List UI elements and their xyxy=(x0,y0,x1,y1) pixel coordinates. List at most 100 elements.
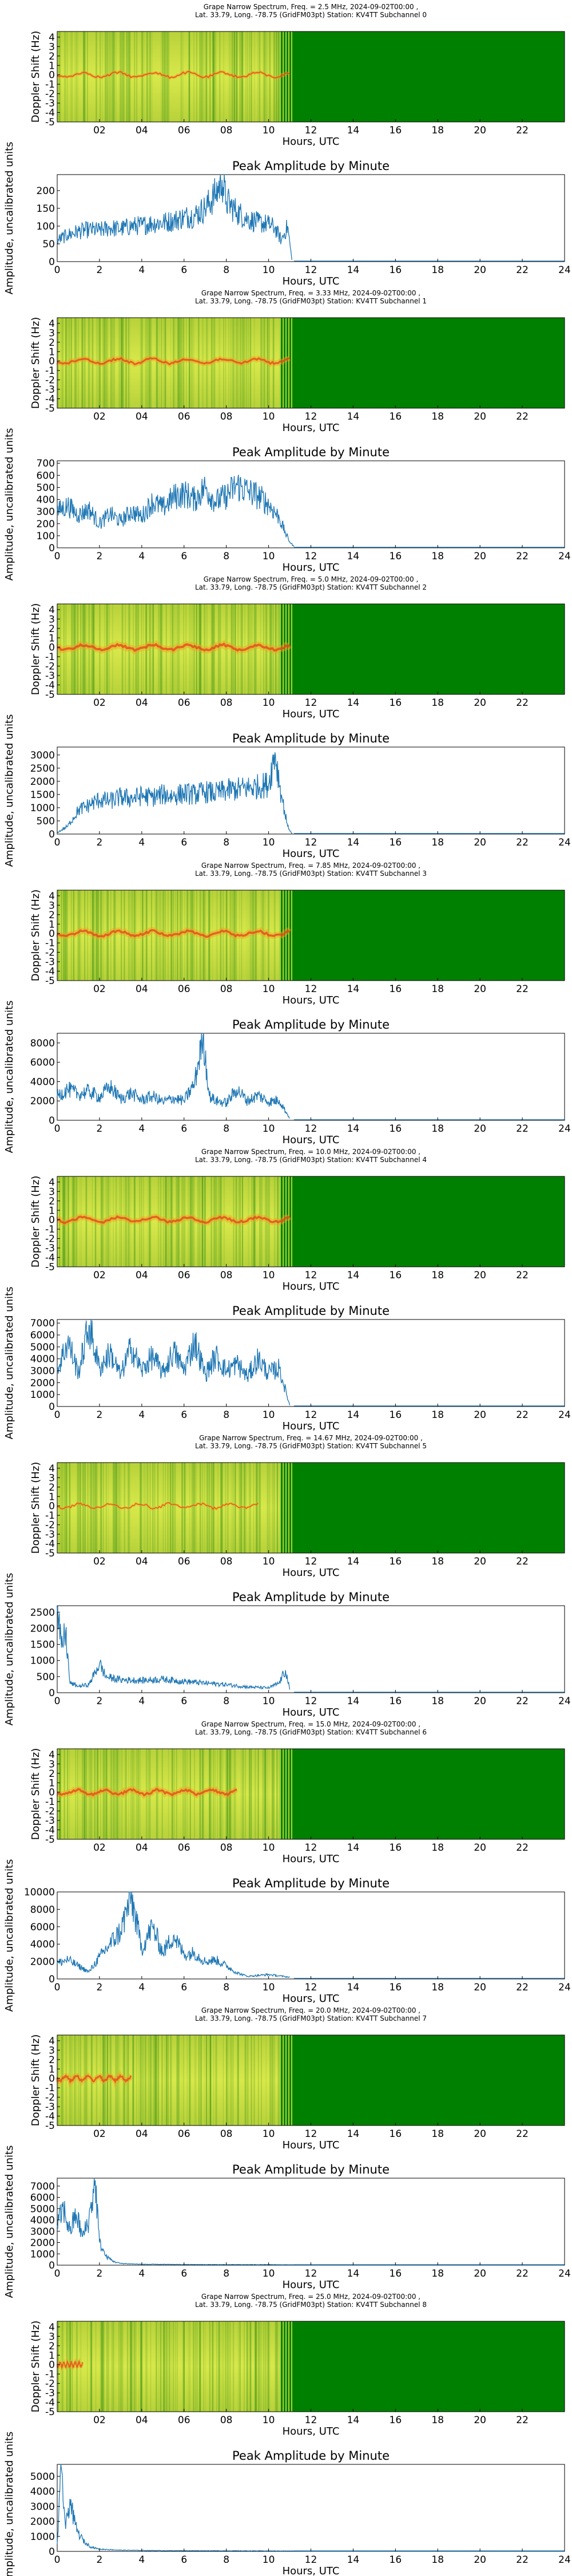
spectral-streak xyxy=(181,1176,183,1267)
spectral-streak xyxy=(209,1749,212,1839)
x-tick-label: 18 xyxy=(431,411,444,422)
spectral-streak xyxy=(128,1176,129,1267)
y-tick-label: 2000 xyxy=(30,2516,55,2528)
x-tick-label: 24 xyxy=(558,1409,571,1421)
spectral-streak xyxy=(181,1463,183,1553)
x-tick-label: 04 xyxy=(136,697,148,709)
spectral-streak xyxy=(129,2321,132,2412)
spectral-streak xyxy=(84,31,86,122)
spectral-streak xyxy=(224,2321,227,2412)
spectral-streak xyxy=(138,2035,139,2125)
spectral-streak xyxy=(99,318,101,408)
spectral-streak xyxy=(198,2035,200,2125)
y-tick-label: 4 xyxy=(49,32,55,44)
spectral-streak xyxy=(197,1176,198,1267)
spectral-streak xyxy=(194,2321,196,2412)
spectral-streak xyxy=(141,31,143,122)
y-tick-label: 2000 xyxy=(30,776,55,788)
x-tick-label: 18 xyxy=(431,2268,444,2279)
x-tick-label: 10 xyxy=(263,2268,275,2279)
data-edge-stripe xyxy=(288,604,289,694)
y-tick-label: 1 xyxy=(49,1205,55,1216)
spectral-streak xyxy=(106,2035,109,2125)
data-edge-stripe xyxy=(288,318,289,408)
spectrogram-x-axis-label: Hours, UTC xyxy=(283,136,340,148)
spectral-streak xyxy=(227,2321,228,2412)
spectral-streak xyxy=(212,318,213,408)
spectral-streak xyxy=(130,2321,132,2412)
spectral-streak xyxy=(247,2035,249,2125)
spectral-streak xyxy=(267,31,268,122)
spectral-streak xyxy=(116,1463,117,1553)
spectral-streak xyxy=(225,2035,228,2125)
x-tick-label: 10 xyxy=(263,697,275,709)
spectral-streak xyxy=(265,1176,267,1267)
y-tick-label: 3000 xyxy=(30,2226,55,2238)
spectral-streak xyxy=(223,318,224,408)
x-tick-label: 14 xyxy=(347,125,360,136)
y-tick-label: -3 xyxy=(45,670,55,682)
spectral-streak xyxy=(186,2035,188,2125)
y-tick-label: 3 xyxy=(49,900,55,911)
spectral-streak xyxy=(200,2035,202,2125)
spectral-streak xyxy=(87,890,89,981)
spectral-streak xyxy=(252,604,253,694)
spectral-streak xyxy=(100,1749,101,1839)
spectrogram-plot: 02 04 06 08 10 12 14 16 18 20 2243210-1-2-3-4-5Hou… xyxy=(30,317,565,434)
spectrogram-title-line1: Grape Narrow Spectrum, Freq. = 2.5 MHz, … xyxy=(204,3,419,11)
spectral-streak xyxy=(133,2321,135,2412)
spectral-streak xyxy=(231,1749,233,1839)
spectral-streak xyxy=(93,604,95,694)
spectral-streak xyxy=(269,2035,271,2125)
spectral-streak xyxy=(237,2321,239,2412)
x-tick-label: 8 xyxy=(223,1982,229,1993)
x-tick-label: 16 xyxy=(390,2554,402,2566)
x-tick-label: 24 xyxy=(558,2268,571,2279)
spectral-streak xyxy=(213,318,215,408)
spectral-streak xyxy=(88,604,89,694)
spectral-streak xyxy=(109,31,111,122)
spectral-streak xyxy=(249,318,251,408)
y-tick-label: -5 xyxy=(45,2120,55,2132)
spectral-streak xyxy=(210,2035,212,2125)
spectral-streak xyxy=(216,2321,217,2412)
x-tick-label: 6 xyxy=(181,1696,187,1707)
spectral-streak xyxy=(195,2321,197,2412)
x-tick-label: 16 xyxy=(390,2415,402,2426)
spectral-streak xyxy=(209,2321,211,2412)
spectral-streak xyxy=(74,1176,76,1267)
y-tick-label: 2 xyxy=(49,51,55,62)
amplitude-title: Peak Amplitude by Minute xyxy=(232,1876,390,1890)
spectral-streak xyxy=(118,318,120,408)
y-tick-label: -1 xyxy=(45,1224,55,1235)
x-tick-label: 14 xyxy=(347,1270,360,1281)
spectral-streak xyxy=(221,2321,222,2412)
spectral-streak xyxy=(148,2035,150,2125)
amplitude-frame xyxy=(57,460,565,548)
spectral-streak xyxy=(269,31,271,122)
x-tick-label: 22 xyxy=(516,411,529,422)
y-tick-label: -5 xyxy=(45,2407,55,2418)
x-tick-label: 16 xyxy=(390,1556,402,1567)
spectral-streak xyxy=(176,1749,177,1839)
data-edge-stripe xyxy=(280,318,281,408)
spectral-streak xyxy=(265,604,267,694)
spectral-streak xyxy=(134,2321,137,2412)
x-tick-label: 02 xyxy=(93,411,106,422)
spectral-streak xyxy=(200,2035,201,2125)
spectral-streak xyxy=(105,1749,108,1839)
spectral-streak xyxy=(264,31,266,122)
spectral-streak xyxy=(192,1463,194,1553)
spectral-streak xyxy=(141,2321,143,2412)
spectral-streak xyxy=(163,2321,165,2412)
x-tick-label: 2 xyxy=(97,551,103,562)
carrier-line xyxy=(57,70,290,79)
x-tick-label: 10 xyxy=(263,1556,275,1567)
spectral-streak xyxy=(83,1749,85,1839)
y-tick-label: -2 xyxy=(45,661,55,673)
x-tick-label: 04 xyxy=(136,411,148,422)
x-tick-label: 0 xyxy=(54,2554,61,2566)
y-tick-label: -1 xyxy=(45,2083,55,2094)
